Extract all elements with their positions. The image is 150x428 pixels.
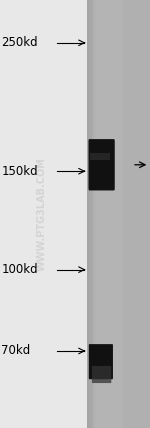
Text: 150kd: 150kd — [2, 165, 38, 178]
Text: 250kd: 250kd — [2, 36, 38, 49]
Text: WWW.PTG3LAB.COM: WWW.PTG3LAB.COM — [37, 157, 47, 271]
Text: 100kd: 100kd — [2, 263, 38, 276]
FancyBboxPatch shape — [88, 139, 115, 190]
FancyBboxPatch shape — [92, 366, 111, 383]
Bar — [87, 0, 89, 428]
Bar — [87, 0, 150, 428]
Bar — [94, 0, 96, 428]
Bar — [93, 0, 123, 428]
Text: 70kd: 70kd — [2, 345, 31, 357]
Bar — [90, 153, 110, 160]
Bar — [89, 0, 92, 428]
FancyBboxPatch shape — [89, 344, 113, 379]
Bar — [92, 0, 94, 428]
